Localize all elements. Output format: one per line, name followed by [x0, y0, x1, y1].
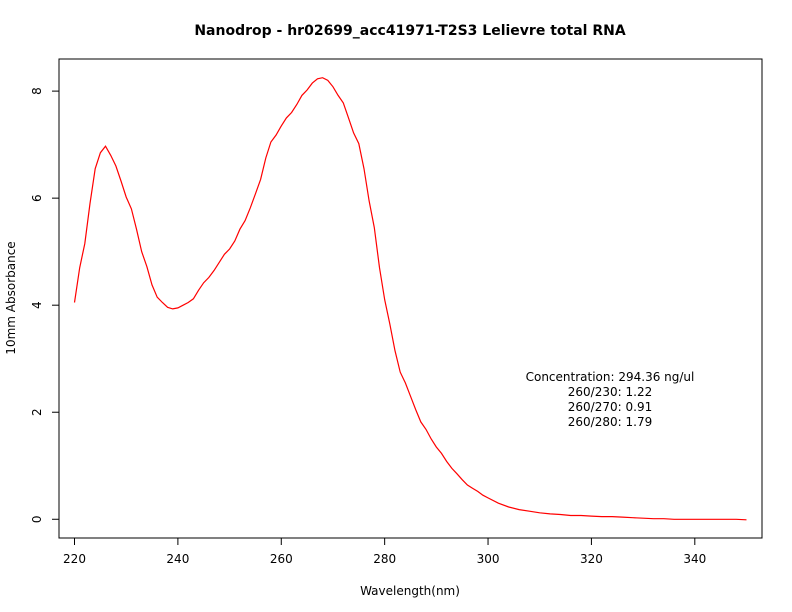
y-tick-label: 2: [30, 408, 44, 416]
y-tick-label: 0: [30, 515, 44, 523]
x-tick-label: 320: [580, 552, 603, 566]
annotation-line: Concentration: 294.36 ng/ul: [526, 370, 695, 384]
y-axis-label: 10mm Absorbance: [4, 241, 18, 354]
x-axis: 220 240 260 280 300 320 340: [63, 537, 706, 566]
annotation-line: 260/230: 1.22: [568, 385, 652, 399]
x-tick-label: 220: [63, 552, 86, 566]
x-tick-label: 300: [477, 552, 500, 566]
x-axis-label: Wavelength(nm): [360, 584, 460, 598]
x-tick-label: 280: [373, 552, 396, 566]
y-tick-label: 8: [30, 87, 44, 95]
absorbance-series-line: [73, 77, 747, 521]
annotation-line: 260/270: 0.91: [568, 400, 652, 414]
x-tick-label: 240: [166, 552, 189, 566]
annotation-line: 260/280: 1.79: [568, 415, 652, 429]
x-tick-label: 340: [683, 552, 706, 566]
y-tick-label: 6: [30, 194, 44, 202]
x-tick-label: 260: [270, 552, 293, 566]
y-tick-label: 4: [30, 301, 44, 309]
chart-title: Nanodrop - hr02699_acc41971-T2S3 Lelievr…: [194, 23, 625, 39]
y-axis: 0 2 4 6 8: [30, 87, 60, 523]
plot-frame: [58, 58, 763, 539]
